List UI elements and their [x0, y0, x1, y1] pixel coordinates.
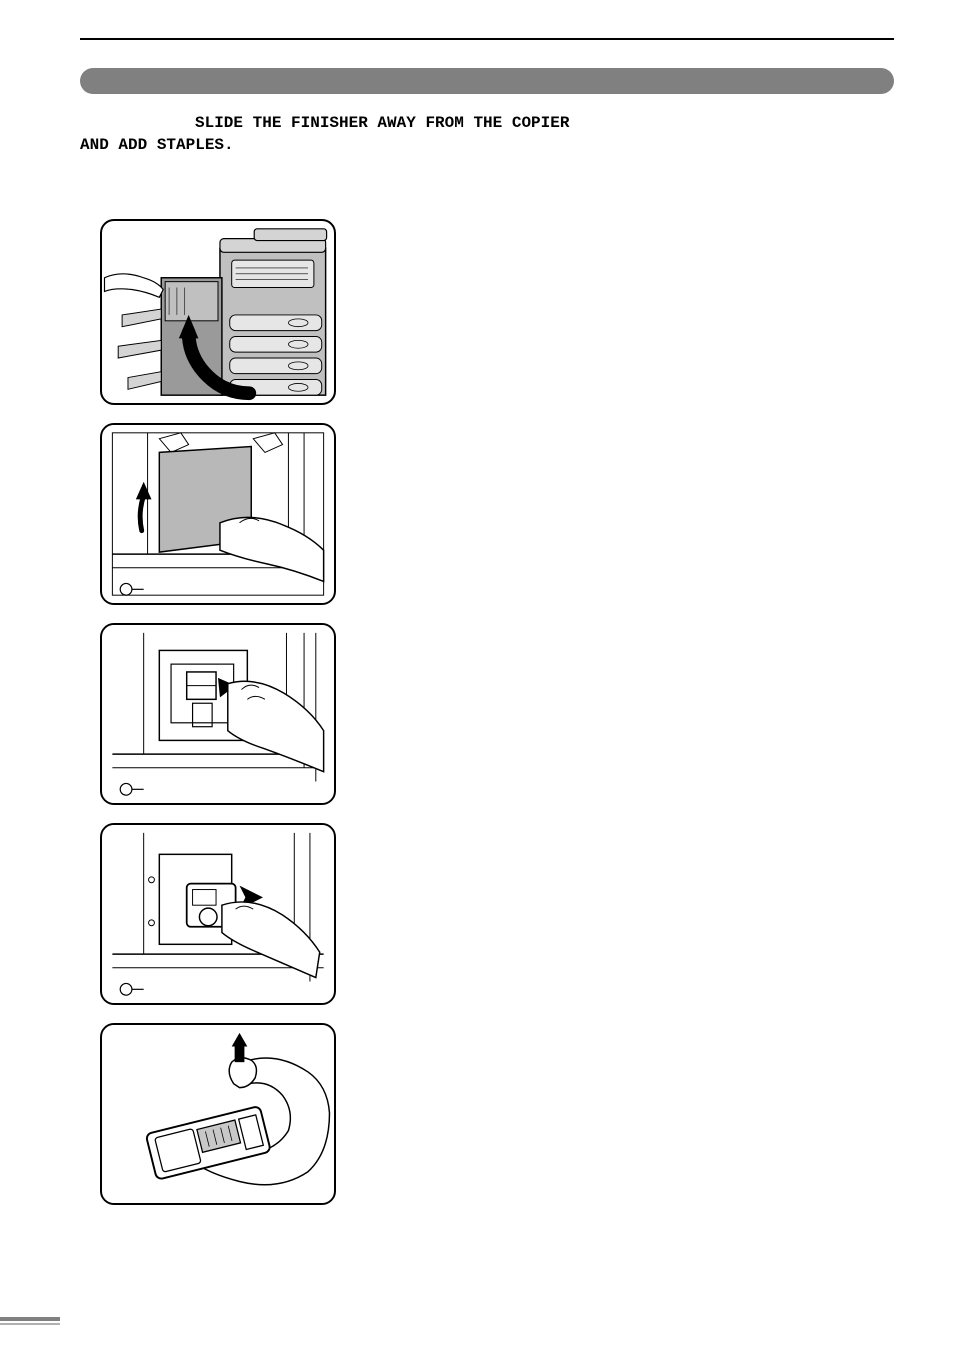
figure-3 — [100, 623, 336, 805]
top-rule — [80, 38, 894, 40]
page-footer-mark — [0, 1317, 60, 1321]
instruction-line-1: SLIDE THE FINISHER AWAY FROM THE COPIER — [195, 114, 569, 132]
figure-list — [100, 219, 894, 1205]
manual-page: SLIDE THE FINISHER AWAY FROM THE COPIER … — [0, 0, 954, 1351]
figure-2 — [100, 423, 336, 605]
figure-1 — [100, 219, 336, 405]
instruction-line-2: AND ADD STAPLES. — [80, 136, 234, 154]
figure-5 — [100, 1023, 336, 1205]
instruction-text: SLIDE THE FINISHER AWAY FROM THE COPIER … — [80, 112, 894, 157]
figure-4 — [100, 823, 336, 1005]
section-header-bar — [80, 68, 894, 94]
